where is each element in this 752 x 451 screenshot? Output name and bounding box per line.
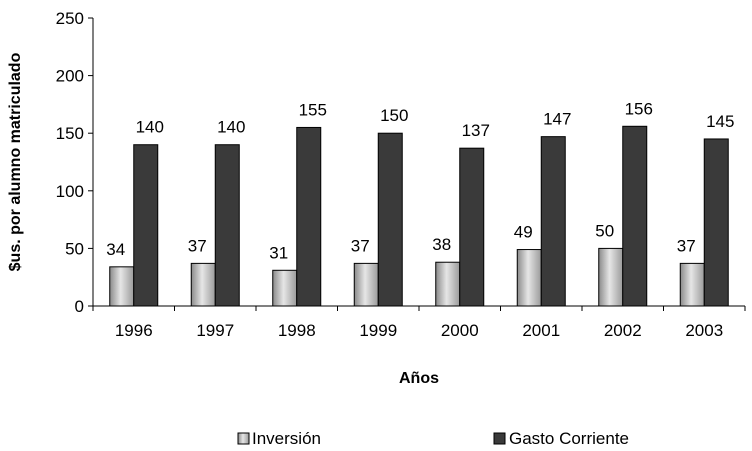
bar-inversion — [516, 249, 542, 307]
data-label-inversion: 50 — [595, 221, 614, 240]
data-labels-group: 34 140 37 140 31 155 37 150 38 137 49 147 50 156 37 145 — [106, 99, 734, 262]
y-axis: 0 50 100 150 200 250 — [56, 9, 94, 316]
bar-gasto-corriente — [703, 138, 729, 307]
legend: Inversión Gasto Corriente — [237, 429, 629, 448]
bar-gasto-corriente — [377, 132, 403, 307]
data-label-inversion: 49 — [514, 223, 533, 242]
x-tick-label: 1997 — [196, 321, 234, 340]
data-label-inversion: 37 — [677, 236, 696, 255]
y-tick-label: 50 — [65, 239, 84, 258]
bar-inversion — [109, 266, 135, 307]
x-tick-label: 2002 — [604, 321, 642, 340]
data-label-gasto-corriente: 156 — [625, 99, 653, 118]
data-label-gasto-corriente: 137 — [462, 121, 490, 140]
data-label-gasto-corriente: 140 — [217, 118, 245, 137]
bar-gasto-corriente — [214, 144, 240, 307]
data-label-gasto-corriente: 140 — [136, 118, 164, 137]
y-tick-label: 0 — [75, 297, 84, 316]
bar-gasto-corriente — [133, 144, 159, 307]
x-tick-label: 2000 — [441, 321, 479, 340]
bars-group — [109, 125, 729, 307]
x-axis: 1996 1997 1998 1999 2000 2001 2002 2003 — [92, 305, 746, 340]
bar-inversion — [190, 262, 216, 307]
y-tick-label: 150 — [56, 124, 84, 143]
data-label-gasto-corriente: 150 — [380, 106, 408, 125]
x-tick-label: 2003 — [685, 321, 723, 340]
bar-gasto-corriente — [459, 147, 485, 307]
x-tick-label: 1998 — [278, 321, 316, 340]
legend-label-gasto-corriente: Gasto Corriente — [509, 429, 629, 448]
bar-inversion — [353, 262, 379, 307]
bar-inversion — [598, 247, 624, 307]
y-tick-label: 100 — [56, 182, 84, 201]
x-tick-label: 2001 — [522, 321, 560, 340]
legend-item-inversion: Inversión — [237, 429, 321, 448]
y-tick-label: 250 — [56, 9, 84, 28]
data-label-gasto-corriente: 145 — [706, 112, 734, 131]
data-label-inversion: 37 — [351, 236, 370, 255]
y-tick-label: 200 — [56, 67, 84, 86]
legend-swatch-gasto-corriente — [493, 432, 506, 445]
legend-item-gasto-corriente: Gasto Corriente — [493, 429, 629, 448]
bar-inversion — [435, 261, 461, 307]
x-tick-label: 1999 — [359, 321, 397, 340]
data-label-inversion: 38 — [432, 235, 451, 254]
bar-gasto-corriente — [540, 136, 566, 307]
data-label-inversion: 34 — [106, 240, 125, 259]
bar-gasto-corriente — [296, 126, 322, 307]
legend-swatch-inversion — [237, 432, 250, 445]
data-label-gasto-corriente: 147 — [543, 110, 571, 129]
data-label-inversion: 31 — [269, 243, 288, 262]
y-axis-title: $us. por alumno matriculado — [7, 52, 24, 271]
x-tick-label: 1996 — [115, 321, 153, 340]
bar-inversion — [679, 262, 705, 307]
x-axis-title: Años — [399, 370, 439, 387]
data-label-inversion: 37 — [188, 236, 207, 255]
bar-inversion — [272, 269, 298, 307]
legend-label-inversion: Inversión — [252, 429, 321, 448]
bar-gasto-corriente — [622, 125, 648, 307]
data-label-gasto-corriente: 155 — [299, 100, 327, 119]
